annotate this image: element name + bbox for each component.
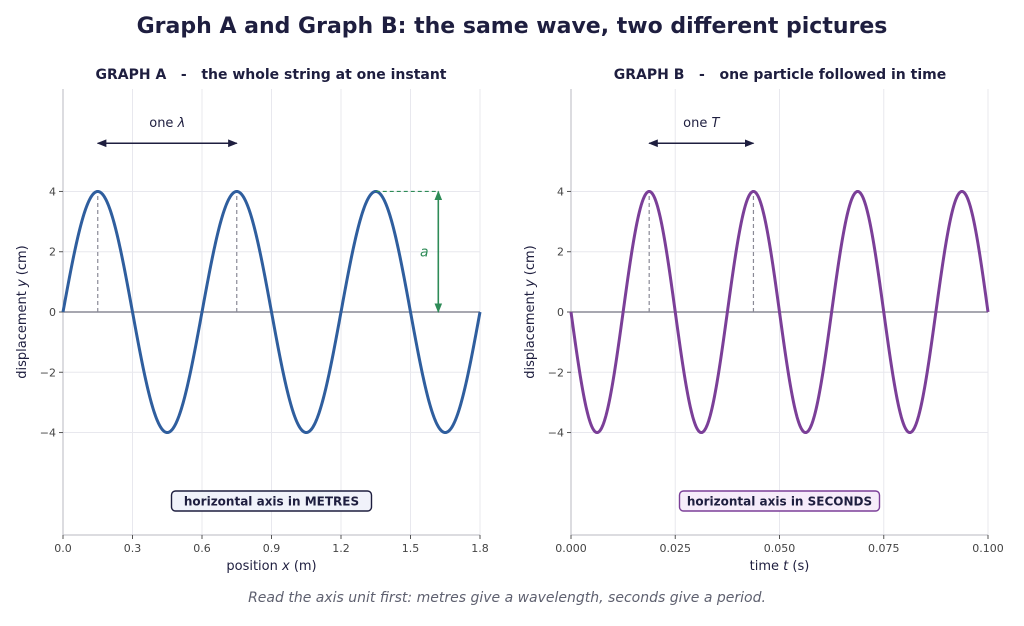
amplitude-label: a <box>420 245 429 261</box>
y-axis-label: displacement y (cm) <box>15 245 30 379</box>
x-tick-label: 0.075 <box>868 542 900 555</box>
chart-title: GRAPH A - the whole string at one instan… <box>95 67 446 83</box>
y-tick-label: −2 <box>548 366 564 379</box>
figure-title: Graph A and Graph B: the same wave, two … <box>136 14 888 39</box>
x-tick-label: 0.025 <box>660 542 692 555</box>
x-axis-label: position x (m) <box>226 559 316 574</box>
y-tick-label: 4 <box>49 185 56 198</box>
footnote: Read the axis unit first: metres give a … <box>248 590 766 606</box>
axis-note: horizontal axis in METRES <box>184 495 359 509</box>
y-tick-label: −4 <box>40 427 56 440</box>
y-tick-label: 0 <box>557 306 564 319</box>
y-tick-label: 2 <box>557 246 564 259</box>
wave-series-line <box>61 189 482 435</box>
chart-title: GRAPH B - one particle followed in time <box>614 67 946 83</box>
x-tick-label: 1.8 <box>471 542 489 555</box>
x-tick-label: 0.0 <box>54 542 72 555</box>
y-tick-label: 0 <box>49 306 56 319</box>
x-axis-label: time t (s) <box>750 559 810 574</box>
axis-note-box <box>678 490 881 512</box>
span-label: one T <box>683 116 720 131</box>
x-tick-label: 0.9 <box>263 542 281 555</box>
y-tick-label: 4 <box>557 185 564 198</box>
x-tick-label: 0.000 <box>555 542 587 555</box>
x-tick-label: 0.100 <box>972 542 1004 555</box>
y-tick-label: −2 <box>40 366 56 379</box>
axis-note: horizontal axis in SECONDS <box>687 495 872 509</box>
wave-series-line <box>569 189 990 435</box>
x-tick-label: 0.6 <box>193 542 211 555</box>
y-tick-label: −4 <box>548 427 564 440</box>
x-tick-label: 0.3 <box>124 542 142 555</box>
axis-note-box <box>170 490 373 512</box>
chart-panel-a: GRAPH A - the whole string at one instan… <box>15 67 489 574</box>
chart-panel-b: GRAPH B - one particle followed in time 0… <box>523 67 1004 574</box>
span-label: one λ <box>149 116 185 131</box>
y-tick-label: 2 <box>49 246 56 259</box>
x-tick-label: 0.050 <box>764 542 796 555</box>
x-tick-label: 1.5 <box>402 542 420 555</box>
x-tick-label: 1.2 <box>332 542 350 555</box>
y-axis-label: displacement y (cm) <box>523 245 538 379</box>
